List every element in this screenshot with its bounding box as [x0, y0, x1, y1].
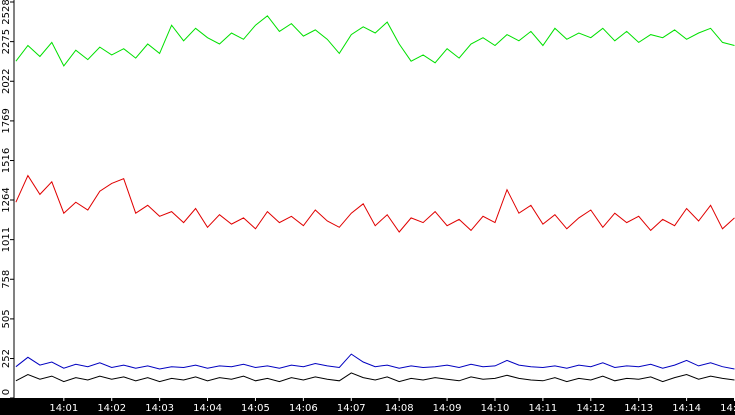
y-tick-label: 2528: [1, 0, 12, 25]
x-tick-label: 14:11: [528, 403, 557, 414]
y-tick-label: 1264: [1, 187, 12, 212]
x-tick-label: 14:03: [145, 403, 174, 414]
x-tick-label: 14:06: [289, 403, 318, 414]
x-tick-label: 14:07: [337, 403, 366, 414]
y-tick-label: 252: [1, 349, 12, 368]
x-tick-label: 14:15: [720, 403, 735, 414]
x-tick-label: 14:14: [672, 403, 701, 414]
x-tick-label: 14:10: [481, 403, 510, 414]
y-tick-label: 0: [1, 389, 12, 395]
x-tick-label: 14:13: [624, 403, 653, 414]
y-tick-label: 2275: [1, 29, 12, 54]
series-line: [15, 174, 735, 233]
series-line: [15, 372, 735, 383]
x-tick-label: 14:01: [49, 403, 78, 414]
y-tick-label: 1011: [1, 227, 12, 252]
x-tick-label: 14:02: [97, 403, 126, 414]
x-tick-label: 14:05: [241, 403, 270, 414]
x-tick-label: 14:08: [385, 403, 414, 414]
time-axis-bar: [0, 398, 735, 415]
y-tick-label: 1516: [1, 148, 12, 173]
y-tick-label: 2022: [1, 69, 12, 94]
y-tick-label: 1769: [1, 108, 12, 133]
y-tick-label: 505: [1, 309, 12, 328]
series-line: [15, 15, 735, 67]
y-tick-label: 758: [1, 270, 12, 289]
x-tick-label: 14:12: [576, 403, 605, 414]
x-tick-label: 14:04: [193, 403, 222, 414]
series-line: [15, 353, 735, 370]
x-tick-label: 14:09: [433, 403, 462, 414]
